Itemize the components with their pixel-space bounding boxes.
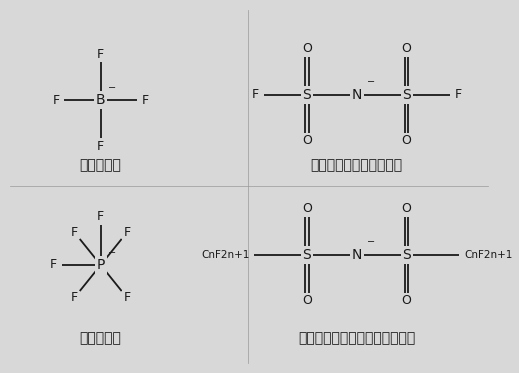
Text: O: O <box>302 295 312 307</box>
Text: CnF2n+1: CnF2n+1 <box>201 250 249 260</box>
Text: O: O <box>402 135 412 147</box>
Text: F: F <box>97 210 104 223</box>
Text: O: O <box>302 43 312 56</box>
Text: 双（全氟烷基黄酰）亚胺阴离子: 双（全氟烷基黄酰）亚胺阴离子 <box>298 331 415 345</box>
Text: S: S <box>303 248 311 262</box>
Text: B: B <box>96 93 105 107</box>
Text: O: O <box>402 43 412 56</box>
Text: CnF2n+1: CnF2n+1 <box>464 250 513 260</box>
Text: S: S <box>303 88 311 102</box>
Text: S: S <box>402 88 411 102</box>
Text: −: − <box>108 83 116 93</box>
Text: 六氟磷酸根: 六氟磷酸根 <box>80 331 121 345</box>
Text: −: − <box>367 77 375 87</box>
Text: F: F <box>97 47 104 60</box>
Text: F: F <box>53 94 60 107</box>
Text: O: O <box>302 203 312 216</box>
Text: O: O <box>402 203 412 216</box>
Text: S: S <box>402 248 411 262</box>
Text: F: F <box>71 226 78 239</box>
Text: −: − <box>108 248 116 258</box>
Text: N: N <box>351 248 362 262</box>
Text: P: P <box>97 258 105 272</box>
Text: F: F <box>124 226 131 239</box>
Text: −: − <box>367 237 375 247</box>
Text: F: F <box>97 140 104 153</box>
Text: O: O <box>302 135 312 147</box>
Text: F: F <box>71 291 78 304</box>
Text: F: F <box>50 258 57 272</box>
Text: 双（氟黄酰）亚胺阴离子: 双（氟黄酰）亚胺阴离子 <box>311 158 403 172</box>
Text: N: N <box>351 88 362 102</box>
Text: F: F <box>455 88 462 101</box>
Text: F: F <box>252 88 258 101</box>
Text: F: F <box>124 291 131 304</box>
Text: 四氟硼酸根: 四氟硼酸根 <box>80 158 121 172</box>
Text: O: O <box>402 295 412 307</box>
Text: F: F <box>141 94 148 107</box>
